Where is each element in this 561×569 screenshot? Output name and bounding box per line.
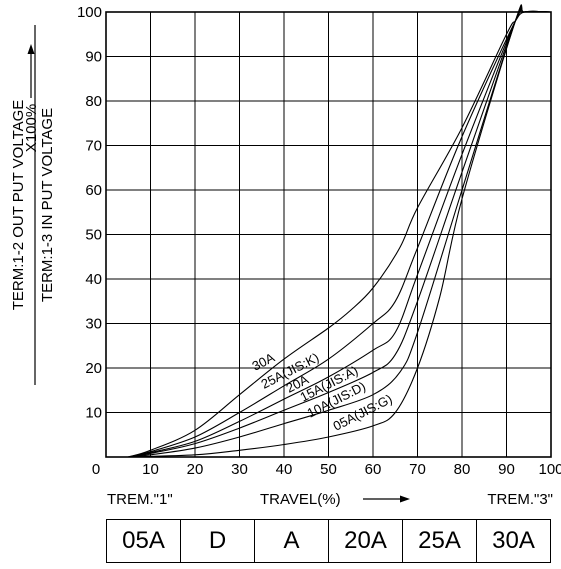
x-arrow-head-icon [400, 495, 410, 503]
y-tick-label: 80 [85, 93, 102, 110]
y-label-denominator: TERM:1-3 IN PUT VOLTAGE [39, 108, 56, 302]
curve-5 [128, 4, 552, 458]
y-tick-label: 60 [85, 182, 102, 199]
y-tick-label: 90 [85, 49, 102, 66]
y-axis-label: TERM:1-2 OUT PUT VOLTAGE TERM:1-3 IN PUT… [10, 25, 56, 385]
x-tick-label: 60 [365, 461, 382, 478]
x-tick-label: 10 [142, 461, 159, 478]
y-tick-label: 70 [85, 138, 102, 155]
x-end-label-right: TREM."3" [487, 491, 553, 508]
plot-frame [105, 11, 552, 458]
x-tick-labels: 0 10 20 30 40 50 60 70 80 90 100 [92, 461, 561, 478]
y-tick-label: 30 [85, 316, 102, 333]
taper-cell-30a: 30A [476, 520, 550, 562]
taper-table: 05A D A 20A 25A 30A [106, 519, 551, 563]
x-axis-label: TRAVEL(%) [260, 491, 341, 508]
y-label-multiplier: X100% [23, 104, 40, 152]
taper-cell-a: A [254, 520, 328, 562]
y-label-numerator: TERM:1-2 OUT PUT VOLTAGE [10, 100, 27, 311]
x-end-label-left: TREM."1" [107, 491, 173, 508]
taper-cell-20a: 20A [328, 520, 402, 562]
x-tick-label: 20 [187, 461, 204, 478]
x-axis-arrow [363, 495, 410, 503]
y-tick-label: 10 [85, 405, 102, 422]
taper-cell-25a: 25A [402, 520, 476, 562]
y-tick-label: 20 [85, 360, 102, 377]
x-tick-label: 90 [498, 461, 515, 478]
y-arrow-head-icon [27, 44, 35, 54]
taper-cell-05a: 05A [122, 527, 165, 554]
x-tick-label: 70 [409, 461, 426, 478]
y-tick-label: 100 [77, 4, 102, 21]
y-axis-multiplier: X100% [23, 104, 40, 152]
x-tick-label: 40 [276, 461, 293, 478]
x-tick-label: 50 [320, 461, 337, 478]
y-axis-arrow [27, 44, 35, 98]
y-tick-labels: 10 20 30 40 50 60 70 80 90 100 [77, 4, 102, 422]
x-tick-label: 80 [454, 461, 471, 478]
x-tick-label: 30 [231, 461, 248, 478]
chart: 30A25A(JIS:K)20A15A(JIS:A)10A(JIS:D)05A(… [10, 4, 561, 508]
taper-cell-d: D [180, 520, 254, 562]
x-tick-label: 0 [92, 461, 100, 478]
y-tick-label: 40 [85, 271, 102, 288]
curves [128, 4, 552, 458]
y-tick-label: 50 [85, 227, 102, 244]
curve-0 [128, 10, 552, 458]
x-tick-label: 100 [538, 461, 561, 478]
